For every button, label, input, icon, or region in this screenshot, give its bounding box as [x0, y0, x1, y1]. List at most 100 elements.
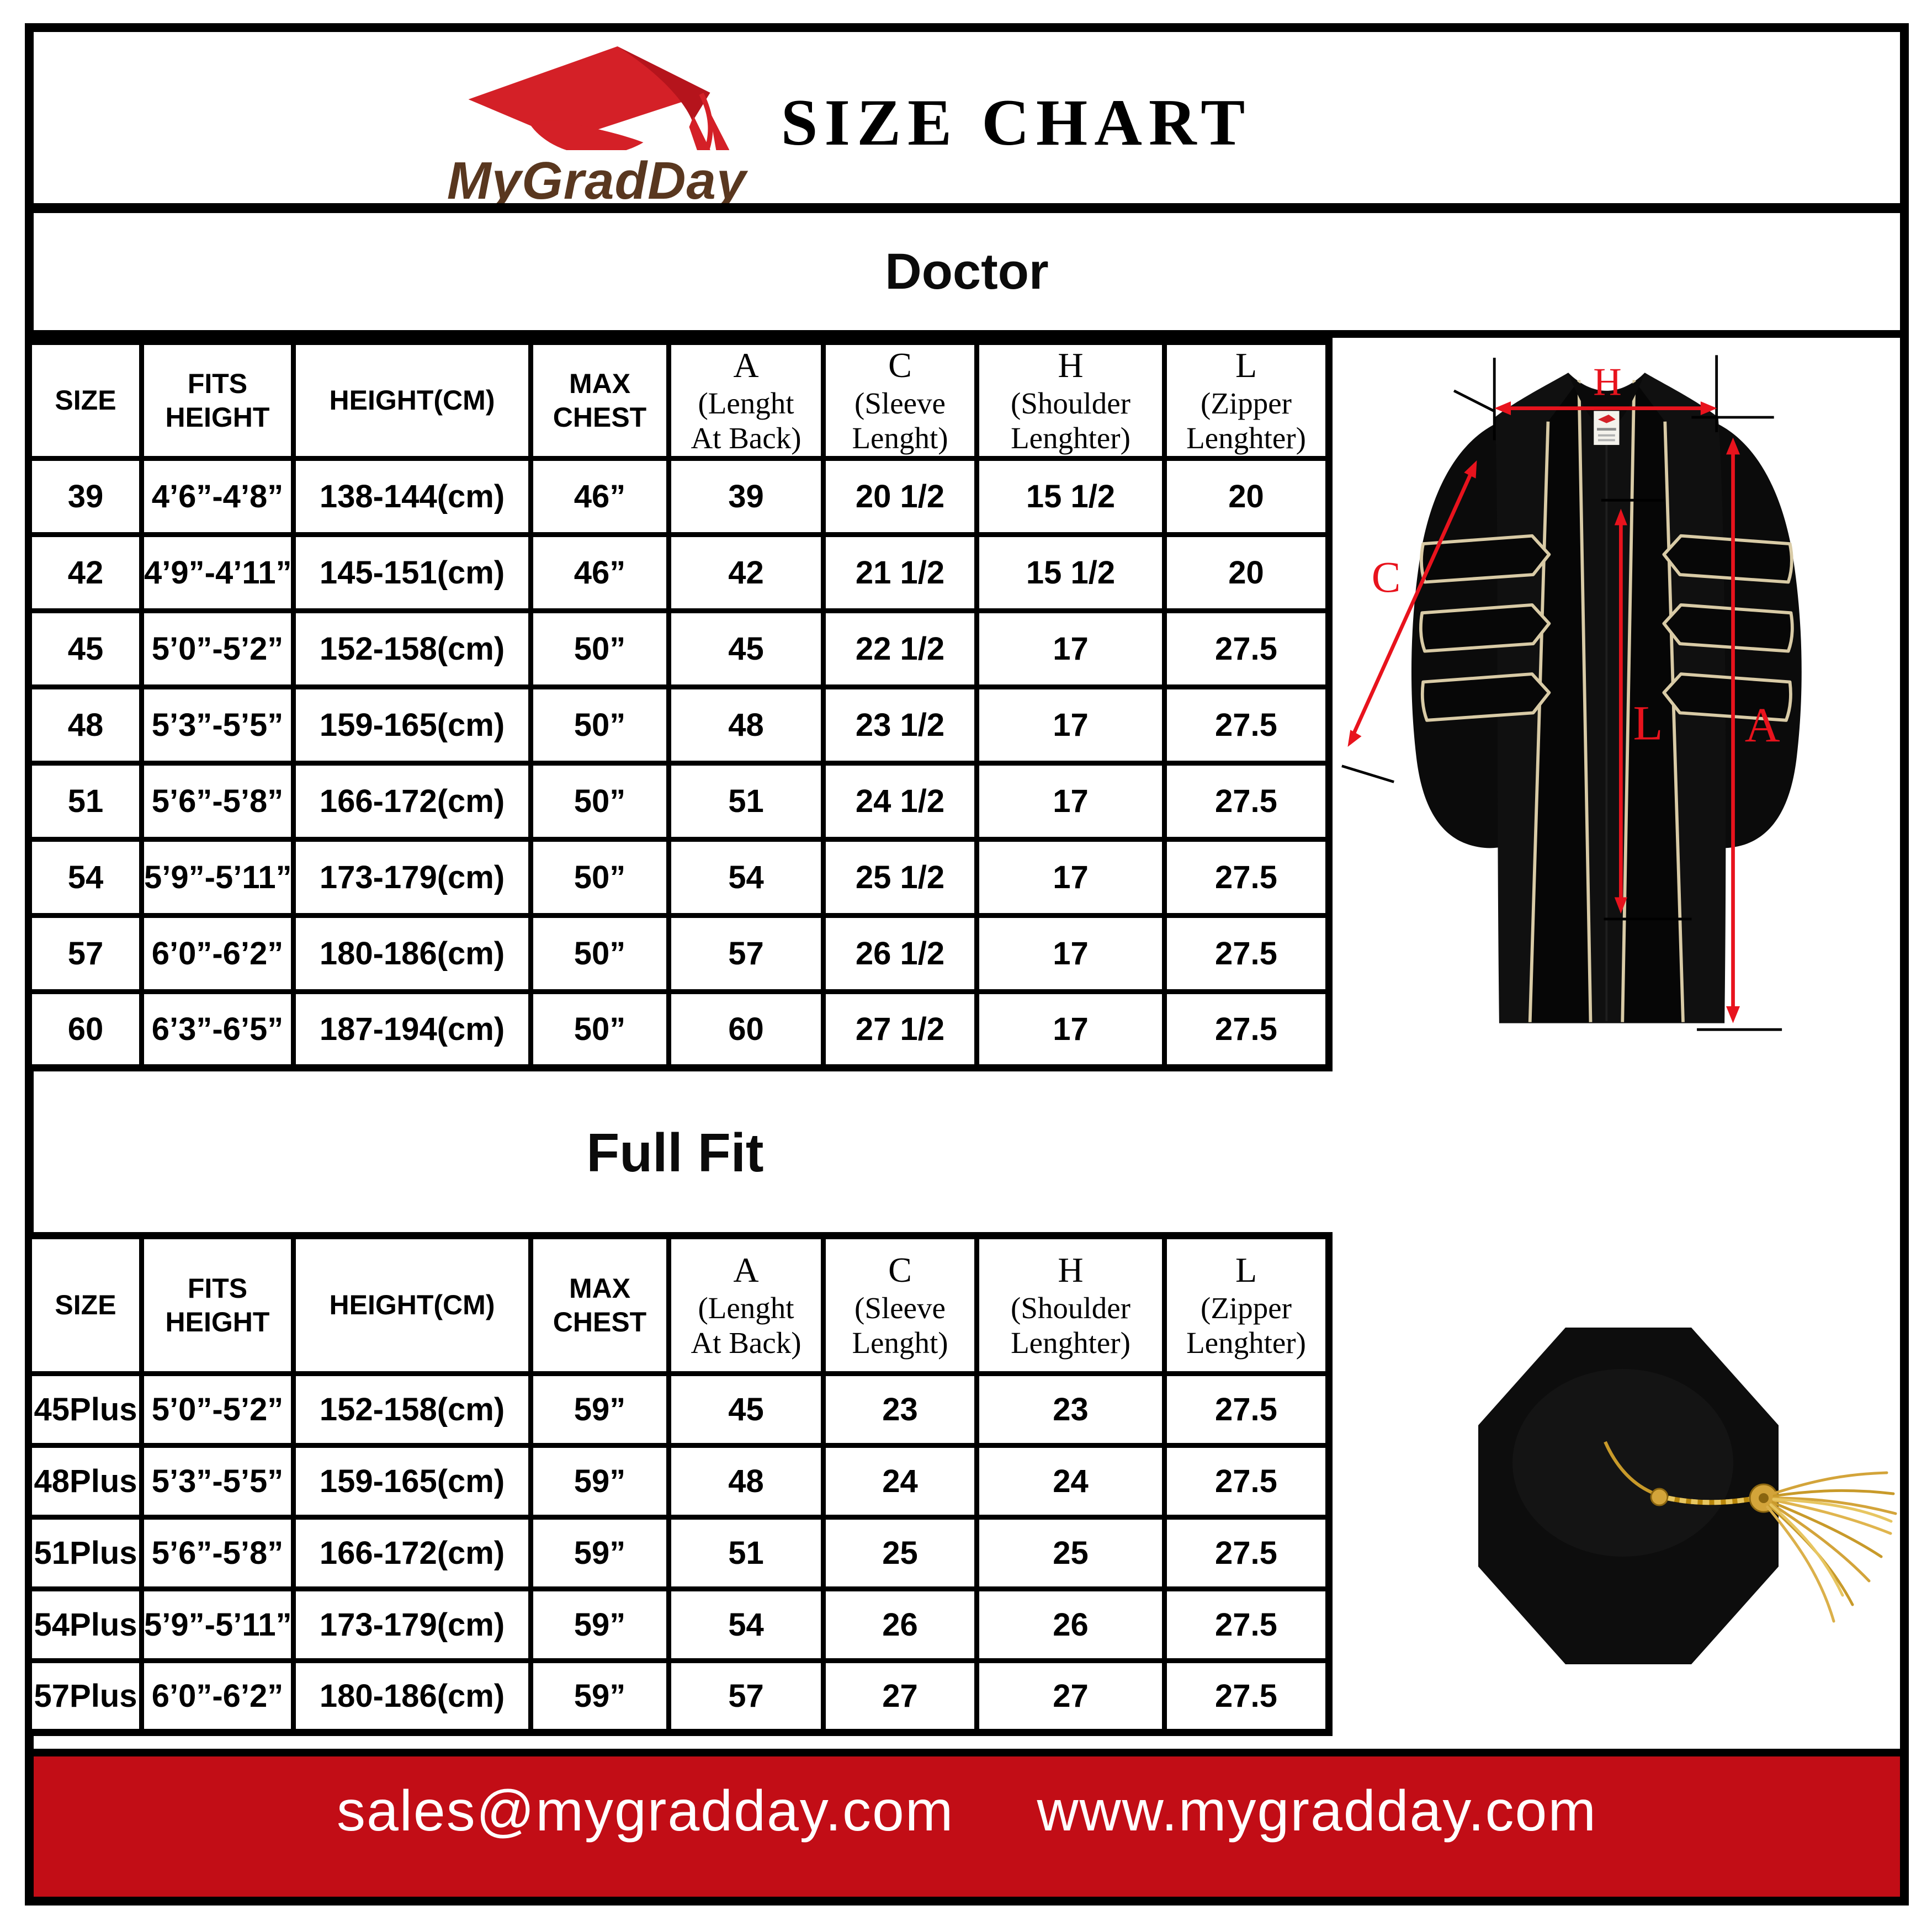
cell-l-zipper-length: 27.5	[1162, 837, 1331, 919]
cell-l-zipper-length: 20	[1162, 456, 1331, 538]
cell-size: 60	[26, 989, 144, 1071]
cell-height-cm: 187-194(cm)	[291, 989, 533, 1071]
cell-size: 45Plus	[26, 1371, 144, 1448]
doctoral-tam-diagram	[1478, 1328, 1897, 1664]
column-header-a-length-at-back: A (Lenght At Back)	[666, 338, 826, 461]
cell-max-chest: 50”	[528, 989, 671, 1071]
cell-a-length-at-back: 54	[666, 837, 826, 919]
cell-a-length-at-back: 39	[666, 456, 826, 538]
fullfit-section-title: Full Fit	[586, 1122, 764, 1183]
cell-height-cm: 166-172(cm)	[291, 761, 533, 842]
cell-size: 39	[26, 456, 144, 538]
cell-fits-height: 5’6”-5’8”	[139, 1515, 296, 1591]
column-header-l-zipper-length: L (Zipper Lenghter)	[1162, 1233, 1331, 1376]
cell-c-sleeve-length: 20 1/2	[821, 456, 979, 538]
cell-h-shoulder-length: 27	[974, 1658, 1167, 1735]
cell-h-shoulder-length: 17	[974, 913, 1167, 995]
table-row: 45 5’0”-5’2” 152-158(cm) 50” 45 22 1/2 17 27.5	[26, 608, 1331, 690]
column-header-c-sleeve-length: C (Sleeve Lenght)	[821, 1233, 979, 1376]
header-row: SIZE FITS HEIGHT HEIGHT(CM) MAX CHEST A (Lenght…	[26, 338, 1331, 461]
cell-h-shoulder-length: 15 1/2	[974, 532, 1167, 614]
cell-l-zipper-length: 27.5	[1162, 1658, 1331, 1735]
column-header-fits-height: FITS HEIGHT	[139, 1233, 296, 1376]
cell-c-sleeve-length: 25 1/2	[821, 837, 979, 919]
cell-a-length-at-back: 54	[666, 1586, 826, 1663]
cell-c-sleeve-length: 21 1/2	[821, 532, 979, 614]
cell-a-length-at-back: 51	[666, 1515, 826, 1591]
cell-h-shoulder-length: 25	[974, 1515, 1167, 1591]
page-frame: MyGradDay SIZE CHART Doctor SIZE FITS HEIG…	[25, 23, 1909, 1906]
cell-max-chest: 50”	[528, 761, 671, 842]
back-dim-label: A	[1745, 698, 1780, 752]
table-row: 51Plus 5’6”-5’8” 166-172(cm) 59” 51 25 25 27.5	[26, 1515, 1331, 1591]
cell-c-sleeve-length: 23	[821, 1371, 979, 1448]
cell-height-cm: 180-186(cm)	[291, 1658, 533, 1735]
column-header-max-chest: MAX CHEST	[528, 338, 671, 461]
doctoral-gown-diagram: H A L C	[1341, 355, 1802, 1031]
brand-logo-text: MyGradDay	[447, 151, 747, 210]
cell-max-chest: 50”	[528, 608, 671, 690]
cell-height-cm: 173-179(cm)	[291, 837, 533, 919]
cell-size: 57	[26, 913, 144, 995]
table-row: 48 5’3”-5’5” 159-165(cm) 50” 48 23 1/2 17 27.5	[26, 684, 1331, 766]
column-header-fits-height: FITS HEIGHT	[139, 338, 296, 461]
table-row: 57 6’0”-6’2” 180-186(cm) 50” 57 26 1/2 17 27.5	[26, 913, 1331, 995]
cell-a-length-at-back: 42	[666, 532, 826, 614]
cell-l-zipper-length: 27.5	[1162, 1371, 1331, 1448]
cell-fits-height: 6’0”-6’2”	[139, 1658, 296, 1735]
column-header-size: SIZE	[26, 1233, 144, 1376]
footer-website[interactable]: www.mygradday.com	[1037, 1779, 1597, 1843]
sleeve-dim-label: C	[1372, 554, 1401, 602]
dimension-annotations: H A L C	[1341, 355, 1782, 1031]
cell-fits-height: 5’0”-5’2”	[139, 608, 296, 690]
table-row: 45Plus 5’0”-5’2” 152-158(cm) 59” 45 23 23 27.5	[26, 1371, 1331, 1448]
fullfit-size-table: SIZE FITS HEIGHT HEIGHT(CM) MAX CHEST A (Lenght…	[25, 1232, 1333, 1736]
cell-a-length-at-back: 60	[666, 989, 826, 1071]
graduation-cap-logo-icon	[468, 46, 729, 150]
cell-height-cm: 180-186(cm)	[291, 913, 533, 995]
length-dim-label: L	[1633, 696, 1663, 750]
cell-fits-height: 5’9”-5’11”	[139, 837, 296, 919]
cell-fits-height: 5’3”-5’5”	[139, 1443, 296, 1520]
shoulder-dim-label: H	[1593, 361, 1621, 404]
cell-h-shoulder-length: 26	[974, 1586, 1167, 1663]
table-row: 54 5’9”-5’11” 173-179(cm) 50” 54 25 1/2 17 27.5	[26, 837, 1331, 919]
column-header-h-shoulder-length: H (Shoulder Lenghter)	[974, 1233, 1167, 1376]
cell-size: 57Plus	[26, 1658, 144, 1735]
footer-divider	[34, 1749, 1900, 1756]
table-row: 60 6’3”-6’5” 187-194(cm) 50” 60 27 1/2 17 27.5	[26, 989, 1331, 1071]
cell-max-chest: 50”	[528, 913, 671, 995]
header-row: SIZE FITS HEIGHT HEIGHT(CM) MAX CHEST A (Lenght…	[26, 1233, 1331, 1376]
cell-l-zipper-length: 27.5	[1162, 761, 1331, 842]
cell-h-shoulder-length: 17	[974, 608, 1167, 690]
cell-c-sleeve-length: 27 1/2	[821, 989, 979, 1071]
cell-l-zipper-length: 27.5	[1162, 989, 1331, 1071]
cell-size: 48Plus	[26, 1443, 144, 1520]
cell-a-length-at-back: 51	[666, 761, 826, 842]
cell-c-sleeve-length: 26	[821, 1586, 979, 1663]
cell-c-sleeve-length: 22 1/2	[821, 608, 979, 690]
column-header-h-shoulder-length: H (Shoulder Lenghter)	[974, 338, 1167, 461]
table-row: 42 4’9”-4’11” 145-151(cm) 46” 42 21 1/2 15 1/2…	[26, 532, 1331, 614]
cell-fits-height: 6’3”-6’5”	[139, 989, 296, 1071]
cell-max-chest: 59”	[528, 1371, 671, 1448]
cell-a-length-at-back: 45	[666, 1371, 826, 1448]
cell-max-chest: 59”	[528, 1658, 671, 1735]
column-header-height-cm: HEIGHT(CM)	[291, 1233, 533, 1376]
column-header-size: SIZE	[26, 338, 144, 461]
cell-h-shoulder-length: 23	[974, 1371, 1167, 1448]
column-header-height-cm: HEIGHT(CM)	[291, 338, 533, 461]
cell-size: 45	[26, 608, 144, 690]
cell-l-zipper-length: 27.5	[1162, 1586, 1331, 1663]
footer-email[interactable]: sales@mygradday.com	[336, 1779, 954, 1843]
cell-fits-height: 4’9”-4’11”	[139, 532, 296, 614]
table-row: 57Plus 6’0”-6’2” 180-186(cm) 59” 57 27 27 27.5	[26, 1658, 1331, 1735]
cell-h-shoulder-length: 17	[974, 989, 1167, 1071]
doctor-divider	[34, 330, 1900, 338]
cell-max-chest: 46”	[528, 456, 671, 538]
cell-max-chest: 50”	[528, 837, 671, 919]
cell-c-sleeve-length: 25	[821, 1515, 979, 1591]
table-row: 39 4’6”-4’8” 138-144(cm) 46” 39 20 1/2 15 1/2 2…	[26, 456, 1331, 538]
cell-h-shoulder-length: 17	[974, 837, 1167, 919]
